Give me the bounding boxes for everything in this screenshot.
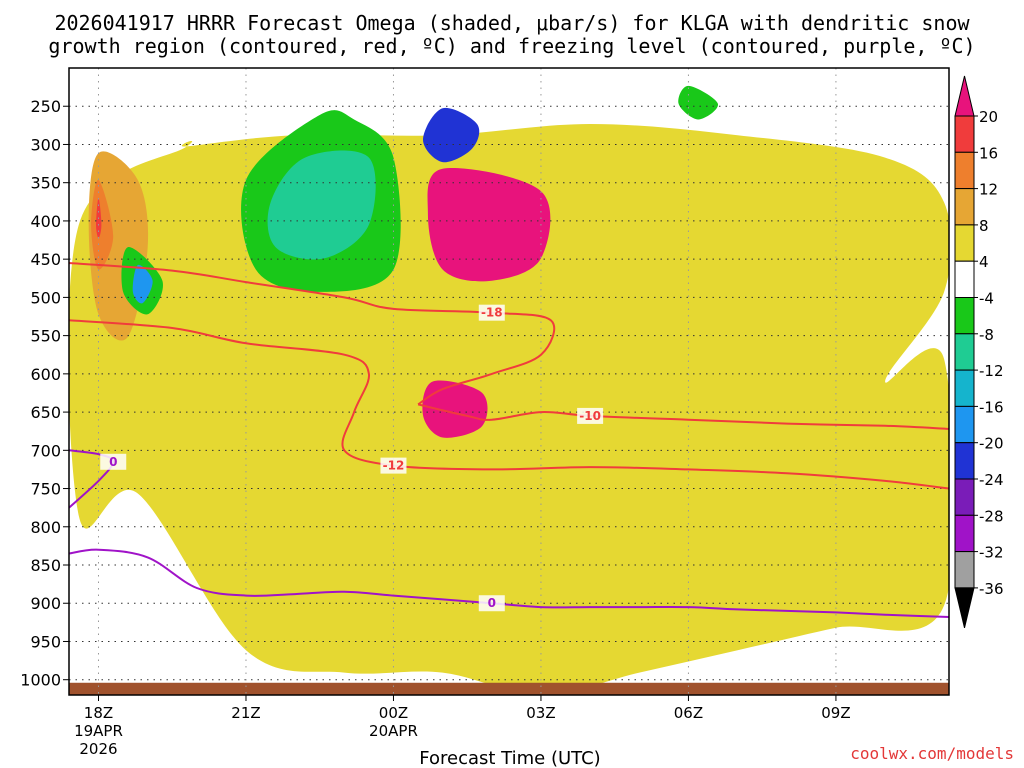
colorbar-label-7: -12 (979, 362, 1004, 380)
y-tick-label-900: 900 (30, 594, 61, 613)
colorbar-label-5: -4 (979, 290, 994, 308)
omega-shading-layer (69, 85, 949, 695)
y-tick-label-300: 300 (30, 135, 61, 154)
colorbar-label-4: 4 (979, 253, 989, 271)
y-axis: 250 300 350 400 450 500 550 600 650 700 750 800 850 9… (20, 97, 69, 690)
colorbar-label-10: -24 (979, 471, 1004, 489)
omega-area-teal-upper-left (267, 150, 376, 260)
y-tick-label-550: 550 (30, 327, 61, 346)
colorbar-bin-3 (954, 224, 975, 262)
credit-text: coolwx.com/models (850, 744, 1014, 763)
colorbar: 20 16 12 8 4 -4 -8 -12 -16 -20 -24 -28 -32 -36 (954, 75, 1004, 629)
y-tick-label-750: 750 (30, 480, 61, 499)
omega-area-magenta-lower-column (422, 380, 488, 438)
colorbar-bin-4 (954, 260, 975, 299)
contour-label-1: -12 (383, 459, 405, 473)
y-tick-label-250: 250 (30, 97, 61, 116)
colorbar-label-13: -36 (979, 580, 1004, 598)
x-tick-label-18Z: 18Z (84, 704, 113, 722)
colorbar-label-11: -28 (979, 507, 1004, 525)
y-tick-label-950: 950 (30, 632, 61, 651)
omega-area-blue-lower-left (132, 264, 153, 304)
colorbar-label-8: -16 (979, 398, 1004, 416)
x-tick-date-00Z: 20APR (369, 722, 418, 740)
contour-label-0: -18 (481, 306, 503, 320)
omega-area-magenta-upper-column (427, 168, 551, 282)
contour-label-bg-2 (577, 407, 604, 424)
colorbar-label-2: 12 (979, 181, 998, 199)
x-tick-label-03Z: 03Z (526, 704, 555, 722)
colorbar-bin-2 (954, 188, 975, 226)
colorbar-label-12: -32 (979, 544, 1004, 562)
colorbar-bin-6 (954, 333, 975, 371)
colorbar-bin-11 (954, 514, 975, 553)
x-tick-label-06Z: 06Z (674, 704, 703, 722)
omega-area-blue-upper-column (423, 107, 480, 163)
colorbar-bin-1 (954, 151, 975, 190)
y-tick-label-450: 450 (30, 250, 61, 269)
omega-area-dark-orange-left (91, 179, 114, 270)
colorbar-bottom-triangle (954, 587, 975, 629)
temperature-contour-2 (417, 403, 949, 430)
colorbar-bin-10 (954, 478, 975, 516)
colorbar-label-6: -8 (979, 326, 994, 344)
y-tick-label-850: 850 (30, 556, 61, 575)
contour-label-bg-4 (478, 595, 505, 612)
contour-label-4: 0 (488, 596, 496, 610)
x-tick-label-21Z: 21Z (231, 704, 260, 722)
contour-layer: -18 -12 -10 0 0 (69, 262, 949, 618)
x-tick-label-09Z: 09Z (821, 704, 850, 722)
y-tick-label-1000: 1000 (20, 671, 61, 690)
chart-title-line1: 2026041917 HRRR Forecast Omega (shaded, … (54, 11, 970, 35)
colorbar-label-9: -20 (979, 435, 1004, 453)
colorbar-bin-0 (954, 115, 975, 153)
contour-label-3: 0 (109, 455, 117, 469)
ground-strip (69, 682, 949, 695)
colorbar-label-3: 8 (979, 217, 989, 235)
contour-label-bg-1 (380, 457, 407, 474)
temperature-contour-0 (69, 262, 556, 406)
colorbar-bin-12 (954, 551, 975, 589)
y-tick-label-800: 800 (30, 518, 61, 537)
colorbar-label-0: 20 (979, 108, 998, 126)
colorbar-bin-7 (954, 369, 975, 407)
y-tick-label-650: 650 (30, 403, 61, 422)
plot-frame (68, 67, 950, 696)
y-tick-label-600: 600 (30, 365, 61, 384)
x-tick-year-18Z: 2026 (79, 740, 117, 758)
colorbar-label-1: 16 (979, 144, 998, 162)
grid-layer (69, 68, 949, 695)
x-tick-date-18Z: 19APR (74, 722, 123, 740)
colorbar-bin-5 (954, 297, 975, 335)
y-tick-label-400: 400 (30, 212, 61, 231)
contour-label-bg-3 (100, 453, 127, 470)
colorbar-bin-8 (954, 405, 975, 444)
y-tick-label-350: 350 (30, 174, 61, 193)
y-tick-label-500: 500 (30, 288, 61, 307)
colorbar-bin-9 (954, 442, 975, 480)
x-tick-label-00Z: 00Z (379, 704, 408, 722)
y-tick-label-700: 700 (30, 441, 61, 460)
contour-label-2: -10 (579, 409, 601, 423)
colorbar-top-triangle (954, 75, 975, 117)
ground-layer (69, 682, 949, 695)
contour-label-bg-0 (478, 304, 505, 321)
chart-title-line2: growth region (contoured, red, ºC) and f… (48, 34, 975, 58)
x-axis-label: Forecast Time (UTC) (419, 748, 600, 768)
